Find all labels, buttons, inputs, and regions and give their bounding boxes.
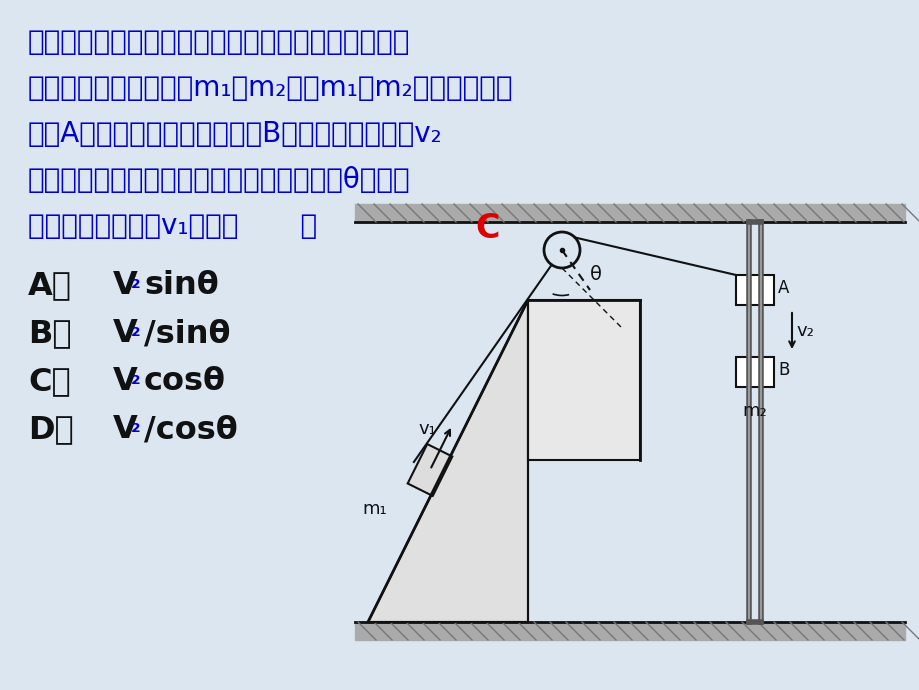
Text: cosθ: cosθ xyxy=(144,366,226,397)
Text: ₂: ₂ xyxy=(130,416,141,436)
Text: θ: θ xyxy=(589,265,601,284)
Text: B: B xyxy=(777,361,789,379)
Text: A．: A． xyxy=(28,270,72,301)
Text: 位置A由静止释放，当落到位置B时，滑块的速度为v₂: 位置A由静止释放，当落到位置B时，滑块的速度为v₂ xyxy=(28,120,442,148)
Text: V: V xyxy=(113,318,138,349)
Text: D．: D． xyxy=(28,414,74,445)
Text: ₂: ₂ xyxy=(130,272,141,292)
Text: 时物块的速度大小v₁等于（       ）: 时物块的速度大小v₁等于（ ） xyxy=(28,212,317,240)
Polygon shape xyxy=(368,300,528,622)
Text: V: V xyxy=(113,366,138,397)
Bar xyxy=(735,275,773,305)
Text: v₂: v₂ xyxy=(795,322,813,340)
Text: 如图所示，不计所有接触面之间的摩擦，斜面固定，: 如图所示，不计所有接触面之间的摩擦，斜面固定， xyxy=(28,28,410,56)
Text: /cosθ: /cosθ xyxy=(144,414,237,445)
Text: ₂: ₂ xyxy=(130,320,141,340)
Bar xyxy=(407,444,452,496)
Bar xyxy=(735,357,773,387)
Text: B．: B． xyxy=(28,318,72,349)
Text: ₂: ₂ xyxy=(130,368,141,388)
Bar xyxy=(528,300,640,460)
Text: C: C xyxy=(474,212,499,245)
Text: v₁: v₁ xyxy=(418,420,437,438)
Text: A: A xyxy=(777,279,789,297)
Text: V: V xyxy=(113,414,138,445)
Text: sinθ: sinθ xyxy=(144,270,219,301)
Text: m₂: m₂ xyxy=(742,402,766,420)
Text: /sinθ: /sinθ xyxy=(144,318,231,349)
Text: V: V xyxy=(113,270,138,301)
Text: C．: C． xyxy=(28,366,71,397)
Text: ，且与滑块牵连的绳子与竖直方向的夹角为θ，则这: ，且与滑块牵连的绳子与竖直方向的夹角为θ，则这 xyxy=(28,166,410,194)
Text: 物块和滑块质量分别为m₁和m₂，且m₁＜m₂．若将滑块从: 物块和滑块质量分别为m₁和m₂，且m₁＜m₂．若将滑块从 xyxy=(28,74,513,102)
Text: m₁: m₁ xyxy=(362,500,387,518)
